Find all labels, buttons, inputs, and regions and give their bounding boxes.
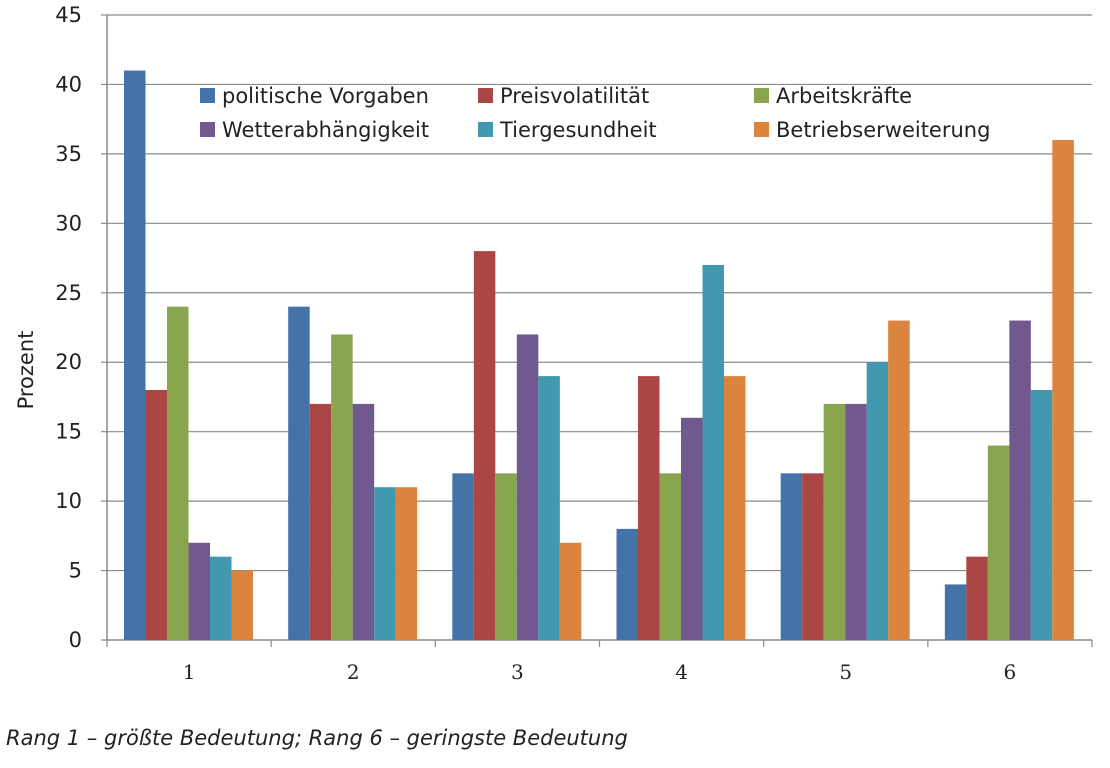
bar-4-rank-4 bbox=[681, 417, 703, 640]
legend-label: Wetterabhängigkeit bbox=[222, 118, 429, 142]
bar-6-rank-3 bbox=[559, 542, 582, 640]
bar-3-rank-6 bbox=[987, 445, 1010, 640]
legend-label: Tiergesundheit bbox=[499, 118, 657, 142]
y-tick-label: 15 bbox=[55, 420, 82, 444]
bar-6-rank-1 bbox=[231, 570, 253, 640]
bar-2-rank-2 bbox=[309, 403, 332, 640]
bar-4-rank-2 bbox=[352, 403, 375, 640]
bar-1-rank-6 bbox=[944, 584, 967, 640]
y-tick-label: 40 bbox=[55, 72, 82, 96]
y-axis-ticks: 0 5 10 15 20 25 30 35 40 45 bbox=[55, 3, 82, 652]
bar-5-rank-2 bbox=[374, 487, 396, 640]
y-tick-label: 10 bbox=[55, 489, 82, 513]
chart-caption: Rang 1 – größte Bedeutung; Rang 6 – geri… bbox=[6, 726, 628, 750]
y-tick-label: 30 bbox=[55, 211, 82, 235]
y-tick-label: 0 bbox=[69, 628, 82, 652]
bar-4-rank-1 bbox=[188, 542, 210, 640]
bar-2-rank-4 bbox=[638, 376, 660, 640]
bar-4-rank-6 bbox=[1009, 320, 1031, 640]
bar-1-rank-2 bbox=[288, 306, 310, 640]
y-tick-label: 45 bbox=[55, 3, 82, 27]
legend-label: Betriebserweiterung bbox=[776, 118, 990, 142]
bar-3-rank-2 bbox=[331, 334, 353, 640]
legend-label: politische Vorgaben bbox=[222, 84, 429, 108]
bar-3-rank-3 bbox=[495, 473, 517, 640]
y-tick-label: 35 bbox=[55, 142, 82, 166]
bar-1-rank-4 bbox=[616, 528, 638, 640]
bar-1-rank-3 bbox=[452, 473, 474, 640]
bar-6-rank-2 bbox=[395, 487, 418, 640]
x-axis-ticks: 1 2 3 4 5 6 bbox=[183, 660, 1017, 684]
bar-5-rank-1 bbox=[210, 556, 232, 640]
bar-2-rank-3 bbox=[473, 251, 496, 640]
bar-6-rank-4 bbox=[724, 376, 746, 640]
x-tick-label: 4 bbox=[675, 660, 688, 684]
axes bbox=[101, 14, 1093, 647]
bar-3-rank-4 bbox=[659, 473, 681, 640]
bar-1-rank-5 bbox=[780, 473, 803, 640]
x-tick-label: 2 bbox=[347, 660, 360, 684]
bar-5-rank-3 bbox=[538, 376, 560, 640]
bar-5-rank-5 bbox=[866, 362, 889, 640]
bar-4-rank-3 bbox=[516, 334, 539, 640]
legend-swatch bbox=[754, 122, 769, 137]
legend-swatch bbox=[478, 88, 493, 103]
legend-swatch bbox=[478, 122, 493, 137]
x-tick-label: 5 bbox=[839, 660, 852, 684]
gridlines bbox=[107, 14, 1092, 572]
bar-3-rank-1 bbox=[167, 306, 189, 640]
y-tick-label: 20 bbox=[55, 350, 82, 374]
legend-swatch bbox=[200, 122, 215, 137]
legend-swatch bbox=[200, 88, 215, 103]
x-tick-label: 3 bbox=[511, 660, 524, 684]
legend-label: Arbeitskräfte bbox=[776, 84, 912, 108]
bar-4-rank-5 bbox=[845, 403, 867, 640]
bar-6-rank-5 bbox=[888, 320, 910, 640]
bars bbox=[124, 70, 1074, 641]
bar-2-rank-5 bbox=[802, 473, 824, 640]
bar-2-rank-1 bbox=[145, 390, 167, 640]
y-tick-label: 5 bbox=[69, 559, 82, 583]
y-axis-title: Prozent bbox=[14, 331, 38, 410]
bar-1-rank-1 bbox=[124, 70, 146, 641]
y-tick-label: 25 bbox=[55, 281, 82, 305]
bar-2-rank-6 bbox=[966, 556, 988, 640]
bar-5-rank-6 bbox=[1030, 390, 1053, 640]
legend-label: Preisvolatilität bbox=[500, 84, 649, 108]
x-tick-label: 6 bbox=[1004, 660, 1017, 684]
bar-5-rank-4 bbox=[702, 265, 724, 640]
bar-6-rank-6 bbox=[1052, 140, 1074, 640]
legend-swatch bbox=[754, 88, 769, 103]
x-tick-label: 1 bbox=[183, 660, 196, 684]
legend: politische Vorgaben Preisvolatilität Arbei… bbox=[200, 84, 990, 142]
bar-3-rank-5 bbox=[823, 403, 846, 640]
